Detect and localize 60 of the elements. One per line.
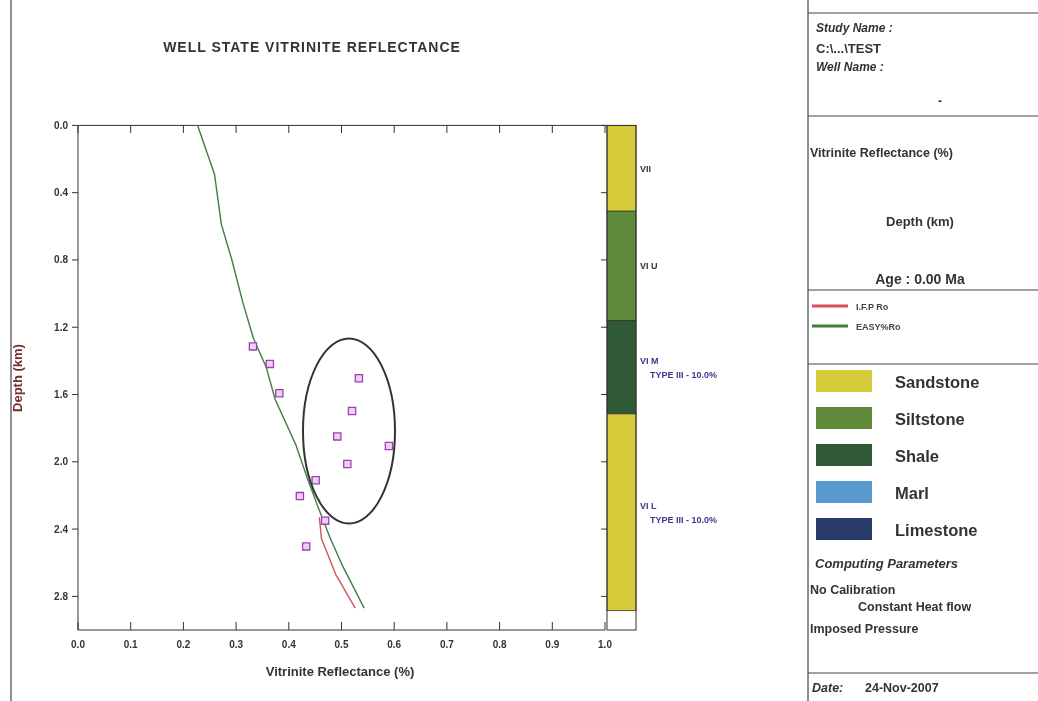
text: Siltstone <box>895 410 965 428</box>
text: - <box>938 94 942 108</box>
y-tick-label: 2.0 <box>54 456 69 468</box>
x-tick-label: 0.5 <box>334 639 349 650</box>
chart-title: WELL STATE VITRINITE REFLECTANCE <box>163 39 461 55</box>
text: No Calibration <box>810 583 896 597</box>
y-tick-label: 1.6 <box>54 389 69 401</box>
point <box>343 459 352 469</box>
y-tick-label: 0.0 <box>54 119 69 131</box>
text: Well Name : <box>816 60 884 74</box>
text: Depth (km) <box>886 214 954 229</box>
legend-label: EASY%Ro <box>856 321 902 332</box>
point <box>275 388 284 398</box>
text: Imposed Pressure <box>810 622 919 636</box>
text: Shale <box>895 447 940 465</box>
x-tick-label: 0.0 <box>71 639 86 650</box>
point <box>295 491 305 501</box>
text: Sandstone <box>895 373 980 391</box>
x-tick-label: 0.1 <box>123 639 139 650</box>
y-tick-label: 1.2 <box>54 321 69 333</box>
y-tick-label: 0.4 <box>54 187 69 199</box>
x-axis-title: Vitrinite Reflectance (%) <box>265 664 415 679</box>
series-label: VII <box>640 163 652 174</box>
point <box>301 542 311 551</box>
text: Age : 0.00 Ma <box>875 271 965 287</box>
legend-label: I.F.P Ro <box>856 301 889 312</box>
point <box>333 432 342 441</box>
x-tick-label: 0.6 <box>387 639 402 650</box>
text: Limestone <box>895 521 978 539</box>
point <box>311 476 320 485</box>
point <box>384 441 394 451</box>
text: Computing Parameters <box>815 556 959 571</box>
text: 24-Nov-2007 <box>865 681 939 695</box>
x-tick-label: 0.3 <box>229 639 244 650</box>
series-label: VI L TYPE III - 10.0% <box>640 500 718 525</box>
point <box>347 406 357 416</box>
series-label: VI M TYPE III - 10.0% <box>640 355 718 380</box>
x-tick-label: 0.2 <box>176 639 191 650</box>
x-tick-label: 1.0 <box>598 639 613 650</box>
x-tick-label: 0.9 <box>545 639 560 650</box>
series-label: VI U <box>640 261 658 272</box>
point <box>248 342 258 351</box>
text: Constant Heat flow <box>858 600 972 614</box>
line-series <box>318 516 356 609</box>
y-tick-label: 2.4 <box>54 523 69 535</box>
y-tick-label: 0.8 <box>54 254 69 266</box>
line-series <box>196 124 365 609</box>
text: Marl <box>895 484 929 502</box>
point <box>354 373 364 383</box>
text: Date: <box>812 681 844 695</box>
y-tick-label: 2.8 <box>54 590 69 602</box>
text: Study Name : <box>816 21 893 35</box>
point <box>265 359 275 369</box>
point <box>320 516 330 525</box>
text: C:\...\TEST <box>816 41 882 56</box>
y-axis-title: Depth (km) <box>10 344 25 412</box>
text: Vitrinite Reflectance (%) <box>810 146 953 160</box>
x-tick-label: 0.4 <box>281 639 297 650</box>
x-tick-label: 0.8 <box>492 639 507 650</box>
x-tick-label: 0.7 <box>439 639 455 650</box>
